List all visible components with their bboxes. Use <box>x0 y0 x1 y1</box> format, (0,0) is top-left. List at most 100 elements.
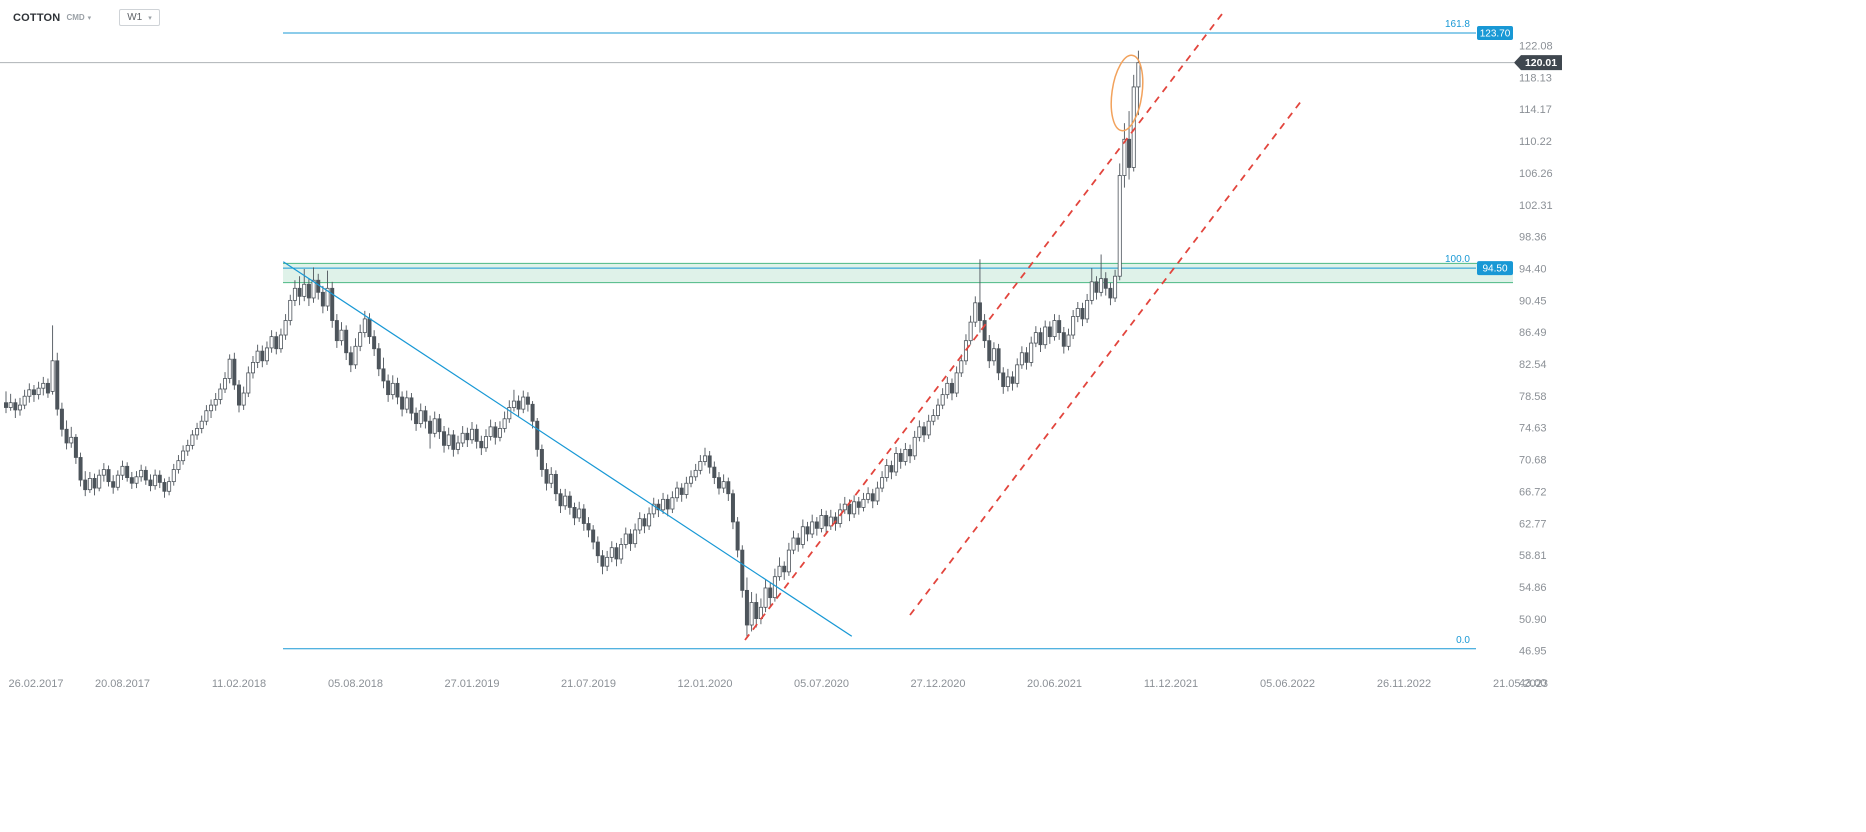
support-zone[interactable] <box>283 262 1513 284</box>
price-axis-label: 118.13 <box>1519 72 1552 84</box>
fib-level-label: 0.0 <box>1456 635 1470 646</box>
candle-body <box>162 482 167 492</box>
chevron-down-icon[interactable]: ▾ <box>87 14 92 22</box>
candle-body <box>549 473 554 484</box>
price-axis-label: 114.17 <box>1519 104 1552 116</box>
candle-body <box>1127 138 1132 168</box>
candle-body <box>73 436 78 458</box>
candle-body <box>707 455 712 468</box>
candle-body <box>637 518 642 531</box>
candle-body <box>563 495 568 507</box>
candle-body <box>1094 281 1099 293</box>
candle-body <box>623 533 628 545</box>
candle-body <box>521 396 526 410</box>
candle-body <box>502 418 507 429</box>
candle-body <box>115 474 120 488</box>
candle-body <box>693 469 698 478</box>
candle-body <box>64 428 69 444</box>
candle-body <box>195 428 200 436</box>
candle-body <box>866 493 871 500</box>
candle-body <box>945 382 950 396</box>
price-axis-label: 62.77 <box>1519 518 1547 530</box>
candle-body <box>288 299 293 321</box>
candle-body <box>917 426 922 438</box>
candle-body <box>567 495 572 508</box>
candle-body <box>749 602 754 626</box>
candle-body <box>255 350 260 363</box>
candle-body <box>446 434 451 446</box>
timeframe-select[interactable]: W1 ▾ <box>119 9 160 26</box>
candle-body <box>334 320 339 342</box>
price-axis-label: 74.63 <box>1519 423 1547 435</box>
candle-body <box>754 602 759 619</box>
candle-body <box>525 396 530 405</box>
candle-body <box>143 469 148 481</box>
candle-body <box>250 362 255 374</box>
candle-body <box>176 460 181 470</box>
candle-body <box>376 348 381 370</box>
candle-body <box>362 318 367 334</box>
candle-body <box>493 426 498 438</box>
candle-body <box>497 428 502 438</box>
fib-level-label: 161.8 <box>1445 19 1470 30</box>
candle-body <box>69 436 74 444</box>
candle-body <box>269 336 274 349</box>
fib-price-badge-text: 123.70 <box>1480 28 1511 39</box>
timeframe-value: W1 <box>127 12 143 23</box>
candle-body <box>41 382 46 389</box>
candle-body <box>959 360 964 374</box>
candle-body <box>810 521 815 535</box>
price-axis-label: 58.81 <box>1519 550 1547 562</box>
candle-body <box>404 397 409 410</box>
candle-body <box>977 302 982 321</box>
candle-body <box>1080 308 1085 320</box>
instrument-symbol[interactable]: COTTON <box>13 11 61 24</box>
candle-body <box>400 396 405 410</box>
trendlines[interactable] <box>282 13 1303 641</box>
candle-body <box>1057 320 1062 334</box>
candle-body <box>586 523 591 531</box>
candle-body <box>1089 281 1094 301</box>
candle-body <box>36 387 41 396</box>
candle-body <box>679 487 684 495</box>
candle-body <box>903 449 908 462</box>
price-axis-label: 86.49 <box>1519 327 1547 339</box>
price-axis-label: 70.68 <box>1519 455 1547 467</box>
candle-body <box>544 469 549 484</box>
candle-body <box>451 434 456 450</box>
candle-body <box>45 382 50 394</box>
descending-trendline[interactable] <box>282 261 853 637</box>
candle-body <box>595 541 600 557</box>
fibonacci-retracement[interactable]: 161.8 123.70 100.0 94.50 0.0 <box>283 19 1513 650</box>
candle-body <box>1010 376 1015 384</box>
current-price-badge-text: 120.01 <box>1525 57 1557 69</box>
highlight-ellipse[interactable] <box>1107 53 1147 132</box>
candle-body <box>181 450 186 462</box>
candle-body <box>703 455 708 462</box>
candle-body <box>539 449 544 470</box>
candle-body <box>460 432 465 444</box>
ascending-channel-upper[interactable] <box>909 99 1303 616</box>
candle-body <box>824 515 829 527</box>
candle-body <box>931 415 936 422</box>
candle-body <box>791 537 796 551</box>
candle-body <box>1066 334 1071 347</box>
candle-body <box>856 501 861 508</box>
candle-body <box>786 549 791 573</box>
candle-body <box>507 407 512 420</box>
candle-body <box>437 418 442 433</box>
candle-body <box>949 382 954 394</box>
candle-body <box>1033 332 1038 344</box>
time-axis-label: 21.07.2019 <box>561 678 616 690</box>
time-axis[interactable]: 26.02.2017 20.08.2017 11.02.2018 05.08.2018… <box>8 678 1548 690</box>
candle-body <box>730 493 735 523</box>
candle-body <box>274 336 279 350</box>
ascending-channel-lower[interactable] <box>744 13 1223 641</box>
candle-body <box>1113 275 1118 299</box>
candle-body <box>139 469 144 478</box>
price-axis[interactable]: 122.08 118.13 114.17 110.22 106.26 102.31 98.3… <box>1519 41 1553 690</box>
price-axis-label: 54.86 <box>1519 582 1547 594</box>
candle-body <box>712 466 717 479</box>
